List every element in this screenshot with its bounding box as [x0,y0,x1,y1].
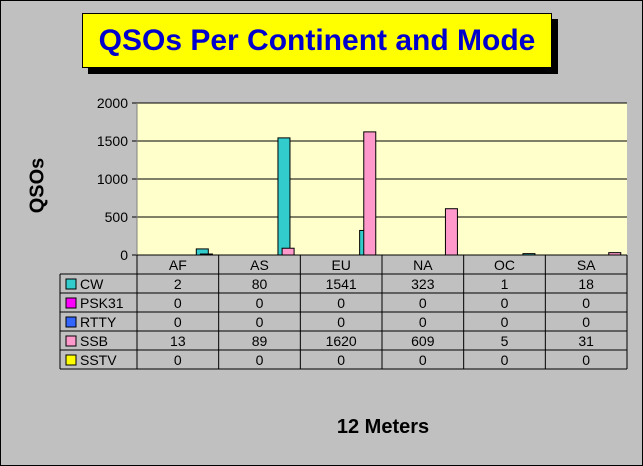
data-label: 80 [252,276,268,292]
legend-label: SSB [80,333,108,349]
bar [281,247,295,256]
data-label: 0 [501,295,509,311]
legend-key [65,278,77,290]
y-tick-label: 0 [120,247,128,263]
data-label: 0 [419,295,427,311]
x-tick-label: AS [250,257,269,273]
legend-key [65,297,77,309]
x-tick-label: SA [577,257,596,273]
x-axis-label: 12 Meters [336,416,430,438]
legend-key [65,316,77,328]
y-tick-label: 1000 [97,171,128,187]
legend-label: RTTY [80,314,117,330]
data-label: 0 [256,314,264,330]
y-tick-label: 2000 [97,95,128,111]
data-label: 0 [582,314,590,330]
data-label: 323 [411,276,435,292]
data-label: 0 [174,352,182,368]
legend-key [65,335,77,347]
legend-key [65,354,77,366]
x-tick-label: NA [413,257,433,273]
x-tick-label: EU [331,257,350,273]
bar [444,208,458,256]
data-label: 0 [501,314,509,330]
data-label: 0 [174,295,182,311]
data-label: 1 [501,276,509,292]
data-label: 1620 [326,333,357,349]
y-tick-label: 500 [105,209,129,225]
data-label: 89 [252,333,268,349]
data-label: 5 [501,333,509,349]
data-label: 2 [174,276,182,292]
data-label: 0 [419,352,427,368]
legend-label: CW [80,276,104,292]
data-label: 18 [578,276,594,292]
chart-title: QSOs Per Continent and Mode [82,13,552,68]
bar [363,131,377,256]
data-label: 0 [337,352,345,368]
data-label: 0 [419,314,427,330]
data-label: 0 [256,295,264,311]
data-label: 609 [411,333,435,349]
data-label: 31 [578,333,594,349]
data-label: 0 [582,352,590,368]
data-label: 0 [501,352,509,368]
data-label: 0 [174,314,182,330]
bar [277,137,291,256]
legend-label: SSTV [80,352,117,368]
x-tick-label: OC [494,257,515,273]
data-label: 0 [582,295,590,311]
data-label: 1541 [326,276,357,292]
data-label: 0 [337,295,345,311]
data-label: 0 [256,352,264,368]
y-tick-label: 1500 [97,133,128,149]
x-tick-label: AF [169,257,187,273]
legend-label: PSK31 [80,295,124,311]
data-label: 0 [337,314,345,330]
data-label: 13 [170,333,186,349]
